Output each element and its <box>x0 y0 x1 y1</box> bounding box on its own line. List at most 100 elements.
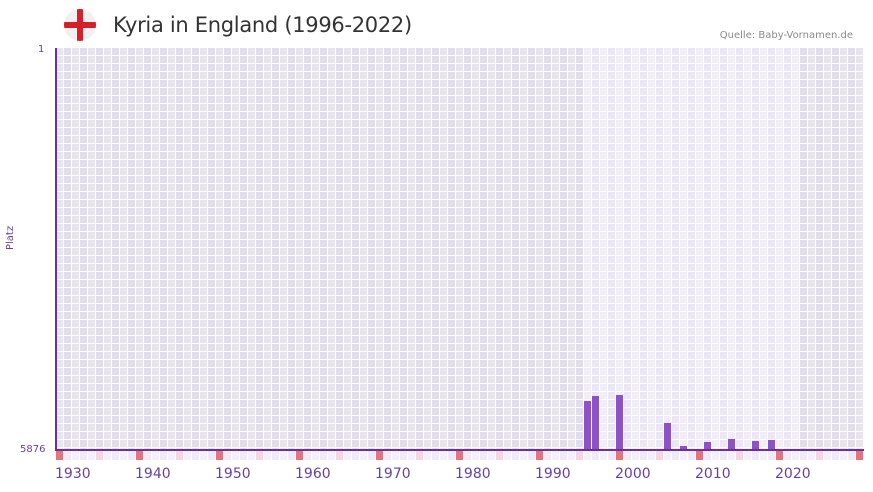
grid-column <box>752 48 760 450</box>
bar-2000[interactable] <box>616 395 623 450</box>
bar-1996[interactable] <box>584 401 591 450</box>
grid-column <box>472 48 480 450</box>
grid-column <box>360 48 368 450</box>
grid-column <box>344 48 352 450</box>
grid-column <box>800 48 808 450</box>
grid-column <box>240 48 248 450</box>
grid-column <box>264 48 272 450</box>
year-marker <box>224 451 231 460</box>
bar-2014[interactable] <box>728 439 735 450</box>
grid-column <box>736 48 744 450</box>
grid-column <box>104 48 112 450</box>
year-marker <box>448 451 455 460</box>
grid-column <box>672 48 680 450</box>
chart-title: Kyria in England (1996-2022) <box>113 13 412 37</box>
year-marker <box>640 451 647 460</box>
grid-column <box>792 48 800 450</box>
grid-column <box>856 48 864 450</box>
grid-column <box>560 48 568 450</box>
grid-column <box>640 48 648 450</box>
x-tick-label: 1960 <box>295 466 331 482</box>
bar-1997[interactable] <box>592 396 599 450</box>
year-marker <box>360 451 367 460</box>
year-marker <box>240 451 247 460</box>
grid-column <box>384 48 392 450</box>
grid-column <box>168 48 176 450</box>
year-marker <box>848 451 855 460</box>
year-marker <box>176 451 183 460</box>
source-link[interactable]: Quelle: Baby-Vornamen.de <box>719 30 853 41</box>
year-marker <box>120 451 127 460</box>
grid-column <box>312 48 320 450</box>
year-marker <box>56 451 63 460</box>
x-tick-label: 1990 <box>535 466 571 482</box>
year-marker <box>832 451 839 460</box>
grid-column <box>848 48 856 450</box>
year-marker <box>96 451 103 460</box>
grid-column <box>688 48 696 450</box>
grid-column <box>224 48 232 450</box>
grid-column <box>184 48 192 450</box>
year-marker <box>816 451 823 460</box>
year-marker <box>592 451 599 460</box>
bar-2017[interactable] <box>752 441 759 450</box>
plot-area <box>56 48 864 450</box>
year-marker <box>488 451 495 460</box>
grid-column <box>432 48 440 450</box>
year-marker <box>584 451 591 460</box>
grid-column <box>136 48 144 450</box>
grid-column <box>840 48 848 450</box>
grid-column <box>120 48 128 450</box>
grid-column <box>248 48 256 450</box>
x-tick-label: 1930 <box>55 466 91 482</box>
grid-column <box>824 48 832 450</box>
year-marker <box>552 451 559 460</box>
year-marker <box>608 451 615 460</box>
x-tick-label: 1970 <box>375 466 411 482</box>
year-marker <box>392 451 399 460</box>
grid-column <box>528 48 536 450</box>
year-marker <box>752 451 759 460</box>
year-marker <box>136 451 143 460</box>
grid-column <box>584 48 592 450</box>
year-marker <box>800 451 807 460</box>
grid-column <box>152 48 160 450</box>
grid-column <box>696 48 704 450</box>
grid-column <box>376 48 384 450</box>
grid-column <box>664 48 672 450</box>
grid-column <box>520 48 528 450</box>
grid-column <box>512 48 520 450</box>
year-marker <box>512 451 519 460</box>
year-marker <box>272 451 279 460</box>
grid-column <box>336 48 344 450</box>
year-marker <box>656 451 663 460</box>
year-marker <box>328 451 335 460</box>
grid-column <box>440 48 448 450</box>
year-marker <box>416 451 423 460</box>
year-marker <box>88 451 95 460</box>
year-marker <box>232 451 239 460</box>
grid-column <box>776 48 784 450</box>
bar-2006[interactable] <box>664 423 671 450</box>
year-marker <box>264 451 271 460</box>
year-marker <box>528 451 535 460</box>
grid-column <box>600 48 608 450</box>
y-axis-line <box>55 48 57 451</box>
grid-column <box>392 48 400 450</box>
grid-column <box>112 48 120 450</box>
year-marker <box>600 451 607 460</box>
year-marker <box>320 451 327 460</box>
year-marker <box>744 451 751 460</box>
bar-2011[interactable] <box>704 442 711 450</box>
x-tick-label: 2020 <box>775 466 811 482</box>
year-marker <box>720 451 727 460</box>
bar-2008[interactable] <box>680 446 687 450</box>
year-marker <box>520 451 527 460</box>
year-marker <box>680 451 687 460</box>
bar-2019[interactable] <box>768 440 775 450</box>
year-marker <box>480 451 487 460</box>
year-marker <box>632 451 639 460</box>
y-axis-top-label: 1 <box>38 44 45 55</box>
grid-column <box>504 48 512 450</box>
year-marker <box>776 451 783 460</box>
